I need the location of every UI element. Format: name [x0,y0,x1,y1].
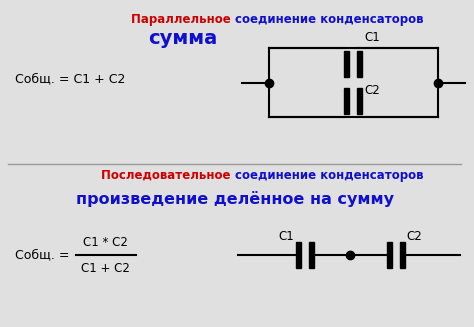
Text: Собщ. =: Собщ. = [15,249,73,262]
Bar [400,242,405,268]
Text: Последовательное: Последовательное [101,168,235,181]
Bar [345,89,349,114]
Text: Параллельное: Параллельное [131,12,235,26]
Bar [387,242,392,268]
Text: С1 * С2: С1 * С2 [83,235,128,249]
Text: соединение конденсаторов: соединение конденсаторов [235,12,423,26]
Bar [357,89,362,114]
Bar [309,242,314,268]
Text: С1: С1 [364,31,380,44]
Text: Собщ. = С1 + С2: Собщ. = С1 + С2 [15,73,125,85]
Text: С1: С1 [278,231,294,244]
Text: С2: С2 [407,231,422,244]
Text: сумма: сумма [148,29,218,48]
Text: С2: С2 [364,84,380,97]
Text: соединение конденсаторов: соединение конденсаторов [235,168,423,181]
Text: С1 + С2: С1 + С2 [82,262,130,274]
Bar [296,242,301,268]
Bar [345,51,349,77]
Text: произведение делённое на сумму: произведение делённое на сумму [75,191,393,207]
Bar [357,51,362,77]
